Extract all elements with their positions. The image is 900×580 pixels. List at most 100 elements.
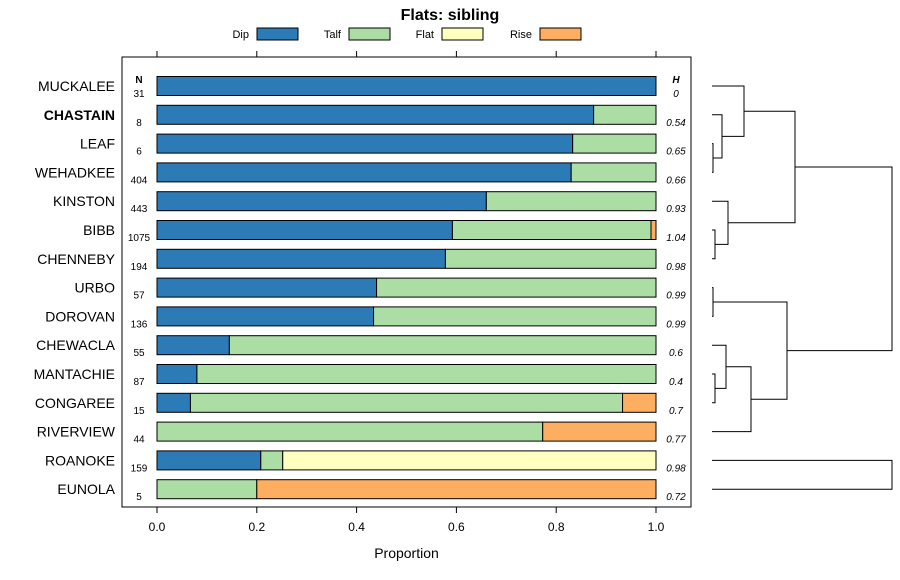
row-label: CHEWACLA: [36, 337, 115, 353]
row-riverview: RIVERVIEW 44 0.77: [37, 421, 686, 446]
bar-segment-talf: [156, 479, 258, 500]
row-h: 0.72: [666, 492, 686, 503]
dendrogram-branch: [787, 166, 893, 352]
dendrogram: [712, 85, 893, 490]
row-h: 0.66: [666, 175, 686, 186]
row-n: 31: [133, 89, 145, 100]
legend-swatch-dip: [256, 27, 299, 41]
row-n: 87: [133, 377, 145, 388]
row-label: WEHADKEE: [35, 164, 115, 180]
row-h: 0.99: [666, 291, 686, 302]
row-label: BIBB: [83, 222, 115, 238]
row-kinston: KINSTON 443 0.93: [53, 191, 686, 215]
row-chastain: CHASTAIN 8 0.54: [44, 104, 686, 129]
legend-label-flat: Flat: [416, 29, 434, 41]
row-n: 194: [131, 262, 148, 273]
row-n: 159: [131, 463, 148, 474]
h-header: H: [672, 75, 680, 86]
dendrogram-branch: [713, 301, 788, 400]
bar-segment-talf: [444, 248, 657, 269]
row-label: RIVERVIEW: [37, 424, 116, 440]
row-h: 0: [673, 89, 679, 100]
row-n: 8: [136, 118, 142, 129]
bar-segment-talf: [373, 306, 657, 327]
row-h: 0.54: [666, 118, 686, 129]
bar-segment-talf: [196, 364, 657, 384]
dendrogram-branch: [712, 200, 729, 245]
legend-swatch-talf: [348, 27, 391, 41]
legend-label-dip: Dip: [232, 29, 249, 41]
bar-segment-dip: [156, 76, 657, 96]
dendrogram-branch: [712, 459, 893, 490]
bar-segment-talf: [485, 191, 657, 212]
row-n: 6: [136, 147, 142, 158]
bar-segment-dip: [156, 104, 595, 125]
row-h: 0.93: [666, 204, 686, 215]
row-h: 0.99: [666, 319, 686, 330]
dendrogram-branch: [712, 85, 745, 137]
x-tick-label: 0.6: [448, 520, 465, 534]
x-tick-label: 1.0: [648, 520, 665, 534]
row-urbo: URBO 57 0.99: [75, 277, 686, 302]
bar-segment-talf: [228, 335, 657, 356]
dendrogram-branch: [712, 287, 714, 317]
chart-title: Flats: sibling: [401, 7, 500, 24]
row-wehadkee: WEHADKEE 404 0.66: [35, 162, 686, 186]
dendrogram-branch: [712, 366, 752, 433]
bar-segment-talf: [572, 133, 657, 154]
bar-segment-rise: [622, 392, 657, 413]
row-h: 0.4: [669, 377, 683, 388]
dendrogram-branch: [712, 373, 716, 404]
row-label: EUNOLA: [57, 481, 115, 497]
row-label: DOROVAN: [45, 308, 115, 324]
bar-segment-dip: [156, 191, 487, 212]
row-chenneby: CHENNEBY 194 0.98: [37, 248, 686, 273]
dendrogram-branch: [728, 110, 796, 224]
row-label: MANTACHIE: [34, 366, 115, 382]
bar-segment-talf: [593, 104, 657, 125]
legend-label-talf: Talf: [324, 29, 342, 41]
row-label: ROANOKE: [45, 452, 115, 468]
row-n: 5: [136, 492, 142, 503]
x-axis: 0.0 0.2 0.4 0.6 0.8 1.0: [149, 51, 665, 534]
bar-segment-talf: [570, 162, 657, 183]
row-n: 136: [131, 319, 148, 330]
bar-segment-dip: [156, 335, 230, 356]
row-n: 443: [131, 204, 148, 215]
row-bibb: BIBB 1075 1.04: [83, 220, 686, 244]
row-congaree: CONGAREE 15 0.7: [35, 392, 683, 417]
bar-segment-dip: [156, 392, 191, 413]
bar-segment-talf: [376, 277, 657, 298]
bar-segment-dip: [156, 162, 572, 183]
bar-segment-talf: [189, 392, 624, 413]
bar-segment-dip: [156, 220, 453, 240]
dendrogram-branch: [712, 143, 714, 173]
row-leaf: LEAF 6 0.65: [80, 133, 686, 158]
row-n: 44: [133, 435, 145, 446]
legend-swatch-flat: [441, 27, 484, 41]
bar-segment-talf: [451, 220, 652, 240]
row-chewacla: CHEWACLA 55 0.6: [36, 335, 683, 359]
bar-segment-rise: [650, 220, 657, 240]
bar-segment-talf: [260, 450, 284, 471]
row-mantachie: MANTACHIE 87 0.4: [34, 364, 683, 388]
row-muckalee: MUCKALEE 31 0: [38, 76, 679, 100]
row-h: 0.6: [669, 348, 683, 359]
row-h: 0.98: [666, 463, 686, 474]
bar-segment-flat: [282, 450, 657, 471]
legend-label-rise: Rise: [510, 29, 532, 41]
bar-segment-talf: [156, 421, 544, 442]
legend: Dip Talf Flat Rise: [232, 27, 582, 41]
row-n: 15: [133, 406, 145, 417]
bar-segment-rise: [256, 479, 657, 500]
row-dorovan: DOROVAN 136 0.99: [45, 306, 686, 330]
n-header: N: [135, 75, 142, 86]
bar-segment-dip: [156, 248, 446, 269]
row-label: CONGAREE: [35, 395, 115, 411]
dendrogram-branch: [712, 344, 727, 389]
bar-segment-dip: [156, 306, 375, 327]
row-eunola: EUNOLA 5 0.72: [57, 479, 686, 503]
bar-segment-dip: [156, 364, 198, 384]
row-h: 1.04: [666, 233, 686, 244]
bar-segment-dip: [156, 133, 574, 154]
